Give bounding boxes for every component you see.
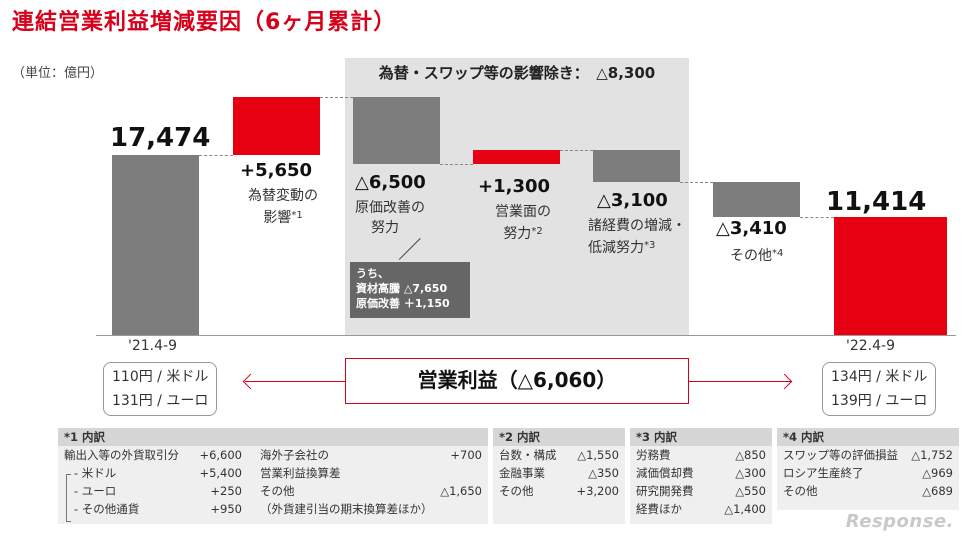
table-row: - ユーロ +250 [74, 484, 242, 498]
table-row: 海外子会社の +700 [260, 448, 482, 462]
category-label-fx: 為替変動の 影響*1 [248, 188, 318, 226]
table-bracket [66, 474, 71, 522]
table-note-1-header: *1 内訳 [58, 428, 488, 446]
category-label-sales: 営業面の 努力*2 [495, 204, 551, 242]
operating-profit-box: 営業利益（△6,060） [345, 358, 689, 404]
arrow-right-line [689, 381, 791, 382]
connector-line-3 [560, 150, 593, 152]
table-row: - その他通貨 +950 [74, 502, 242, 516]
table-row: 台数・構成 △1,550 [499, 448, 619, 462]
chart-bar-6 [834, 217, 947, 335]
breakdown-callout: うち、 資材高騰 △7,650 原価改善 ＋1,150 [350, 262, 470, 318]
table-row: その他 △689 [783, 484, 953, 498]
chart-bar-3 [473, 150, 560, 164]
table-row: その他 △1,650 [260, 484, 482, 498]
watermark-logo: Response. [845, 511, 954, 532]
table-note-2: *2 内訳 台数・構成 △1,550 金融事業 △350 その他 +3,200 [493, 428, 625, 524]
category-label-cost: 原価改善の 努力 [355, 200, 425, 236]
connector-line-5 [800, 217, 834, 219]
connector-line-4 [680, 182, 713, 184]
table-row: スワップ等の評価損益 △1,752 [783, 448, 953, 462]
table-row: 経費ほか △1,400 [636, 502, 766, 516]
table-row: 輸出入等の外貨取引分 +6,600 [64, 448, 242, 462]
table-note-2-header: *2 内訳 [493, 428, 625, 446]
connector-line-2 [440, 163, 473, 165]
value-label-other: △3,410 [716, 218, 787, 239]
exclusion-label: 為替・スワップ等の影響除き： △8,300 [378, 64, 656, 82]
arrow-left-line [245, 381, 345, 382]
table-row: 金融事業 △350 [499, 466, 619, 480]
table-row: その他 +3,200 [499, 484, 619, 498]
period-start: '21.4-9 [128, 338, 177, 354]
table-row: 研究開発費 △550 [636, 484, 766, 498]
arrow-left-head [242, 373, 259, 390]
table-note-3: *3 内訳 労務費 △850 減価償却費 △300 研究開発費 △550 経費ほか △1… [630, 428, 772, 524]
value-label-cost: △6,500 [355, 172, 426, 193]
table-row: - 米ドル +5,400 [74, 466, 242, 480]
table-row: 労務費 △850 [636, 448, 766, 462]
category-label-other: その他*4 [730, 248, 784, 264]
table-note-3-header: *3 内訳 [630, 428, 772, 446]
table-row: （外貨建引当の期末換算差ほか） [260, 502, 433, 516]
value-label-end: 11,414 [826, 187, 927, 217]
chart-bar-1 [233, 96, 320, 155]
rate-box-end: 134円 / 米ドル 139円 / ユーロ [822, 362, 937, 416]
unit-label: （単位：億円） [12, 66, 104, 81]
value-label-fx: +5,650 [240, 160, 313, 181]
category-label-expenses: 諸経費の増減・ 低減努力*3 [588, 218, 686, 256]
table-row: ロシア生産終了 △969 [783, 466, 953, 480]
value-label-expenses: △3,100 [597, 190, 668, 211]
period-end: '22.4-9 [846, 338, 895, 354]
table-note-4-header: *4 内訳 [777, 428, 959, 446]
value-label-sales: +1,300 [478, 176, 551, 197]
table-row: 営業利益換算差 [260, 466, 341, 480]
chart-baseline [96, 335, 956, 336]
page-title: 連結営業利益増減要因（6ヶ月累計） [12, 10, 397, 35]
connector-line-1 [320, 96, 353, 98]
value-label-start: 17,474 [110, 123, 211, 153]
chart-bar-5 [713, 182, 800, 218]
chart-bar-0 [112, 155, 199, 335]
table-note-1: *1 内訳 輸出入等の外貨取引分 +6,600 - 米ドル +5,400 - ユーロ… [58, 428, 488, 524]
chart-bar-4 [593, 150, 680, 183]
table-row: 減価償却費 △300 [636, 466, 766, 480]
chart-bar-2 [353, 96, 440, 164]
table-note-4: *4 内訳 スワップ等の評価損益 △1,752 ロシア生産終了 △969 その他 △6… [777, 428, 959, 510]
arrow-right-head [776, 373, 793, 390]
connector-line-0 [199, 155, 233, 156]
rate-box-start: 110円 / 米ドル 131円 / ユーロ [103, 362, 218, 416]
